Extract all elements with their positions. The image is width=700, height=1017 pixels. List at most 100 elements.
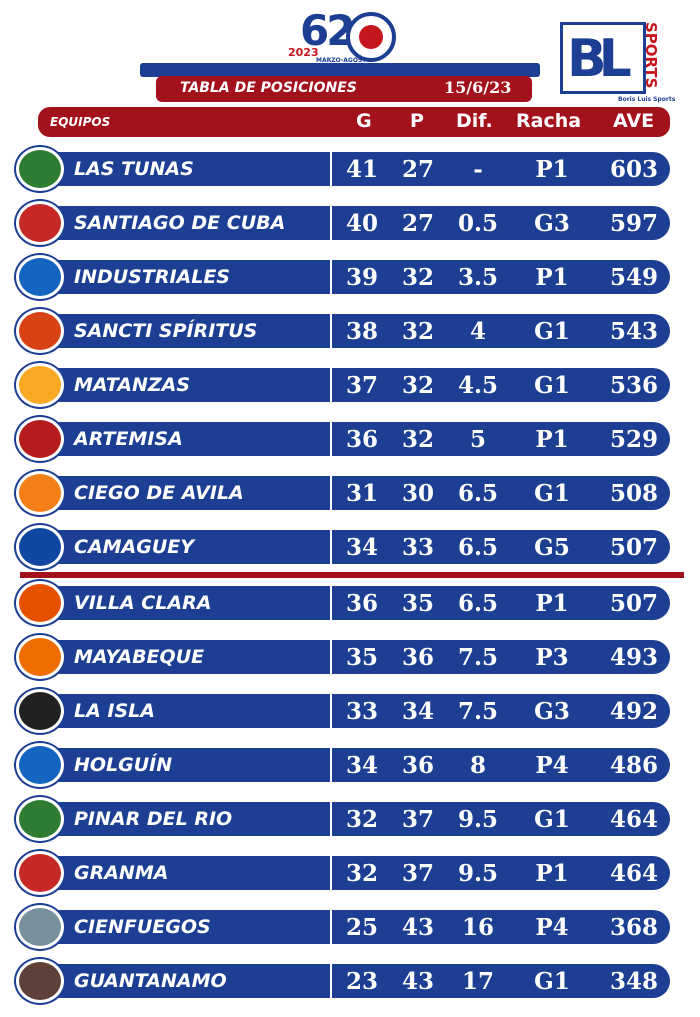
average-cell: 507 (609, 534, 658, 561)
row-bar (40, 964, 330, 998)
streak-cell: G1 (534, 318, 570, 345)
wins-cell: 34 (345, 752, 378, 779)
row-stats-bar (332, 910, 670, 944)
team-name: INDUSTRIALES (74, 266, 230, 288)
wins-cell: 38 (345, 318, 378, 345)
games-behind-cell: 3.5 (457, 264, 498, 291)
row-bar (40, 530, 330, 564)
row-stats-bar (332, 260, 670, 294)
streak-cell: P4 (535, 752, 569, 779)
brand-letters: BL (567, 29, 632, 89)
wins-cell: 32 (345, 806, 378, 833)
row-stats-bar (332, 206, 670, 240)
wins-cell: 31 (345, 480, 378, 507)
table-row: LAS TUNAS 41 27 - P1 603 (0, 144, 700, 194)
games-behind-cell: 7.5 (457, 698, 498, 725)
wins-cell: 35 (345, 644, 378, 671)
table-row: CIEGO DE AVILA 31 30 6.5 G1 508 (0, 468, 700, 518)
row-bar (40, 368, 330, 402)
table-row: ARTEMISA 36 32 5 P1 529 (0, 414, 700, 464)
games-behind-cell: 6.5 (457, 480, 498, 507)
row-bar (40, 640, 330, 674)
row-stats-bar (332, 368, 670, 402)
i-emblem-icon (16, 255, 64, 299)
table-row: SANTIAGO DE CUBA 40 27 0.5 G3 597 (0, 198, 700, 248)
indian-emblem-icon (16, 959, 64, 1003)
losses-cell: 35 (401, 590, 434, 617)
row-bar (40, 856, 330, 890)
losses-cell: 36 (401, 644, 434, 671)
table-row: MAYABEQUE 35 36 7.5 P3 493 (0, 632, 700, 682)
row-bar (40, 152, 330, 186)
col-ave: AVE (613, 110, 655, 132)
team-name: LA ISLA (74, 700, 155, 722)
streak-cell: P1 (535, 264, 569, 291)
logo-year: 2023 (288, 46, 319, 59)
team-name: SANTIAGO DE CUBA (74, 212, 286, 234)
pr-emblem-icon (16, 797, 64, 841)
team-name: GUANTANAMO (74, 970, 227, 992)
team-name: CAMAGUEY (74, 536, 195, 558)
team-name: HOLGUÍN (74, 754, 173, 776)
streak-cell: P1 (535, 426, 569, 453)
games-behind-cell: 0.5 (457, 210, 498, 237)
vc-emblem-icon (16, 581, 64, 625)
playoff-divider (20, 572, 684, 578)
tiger-emblem-icon (16, 471, 64, 515)
streak-cell: G3 (534, 698, 570, 725)
losses-cell: 33 (401, 534, 434, 561)
losses-cell: 37 (401, 806, 434, 833)
average-cell: 464 (609, 860, 658, 887)
col-g: G (356, 110, 372, 132)
average-cell: 493 (609, 644, 658, 671)
row-bar (40, 260, 330, 294)
average-cell: 348 (609, 968, 658, 995)
col-team: EQUIPOS (50, 115, 111, 129)
row-stats-bar (332, 640, 670, 674)
table-row: INDUSTRIALES 39 32 3.5 P1 549 (0, 252, 700, 302)
row-stats-bar (332, 530, 670, 564)
average-cell: 368 (609, 914, 658, 941)
team-name: CIENFUEGOS (74, 916, 211, 938)
h-emblem-icon (16, 743, 64, 787)
table-row: SANCTI SPÍRITUS 38 32 4 G1 543 (0, 306, 700, 356)
wins-cell: 34 (345, 534, 378, 561)
losses-cell: 36 (401, 752, 434, 779)
streak-cell: P4 (535, 914, 569, 941)
row-bar (40, 206, 330, 240)
losses-cell: 32 (401, 426, 434, 453)
games-behind-cell: 8 (469, 752, 486, 779)
brand-logo: BL SPORTS Boris Luis Sports (560, 22, 675, 104)
team-name: MATANZAS (74, 374, 191, 396)
row-bar (40, 422, 330, 456)
games-behind-cell: 7.5 (457, 644, 498, 671)
losses-cell: 37 (401, 860, 434, 887)
row-bar (40, 910, 330, 944)
wins-cell: 33 (345, 698, 378, 725)
table-row: LA ISLA 33 34 7.5 G3 492 (0, 686, 700, 736)
row-stats-bar (332, 694, 670, 728)
games-behind-cell: 9.5 (457, 806, 498, 833)
games-behind-cell: 4.5 (457, 372, 498, 399)
streak-cell: P1 (535, 860, 569, 887)
losses-cell: 43 (401, 914, 434, 941)
row-stats-bar (332, 422, 670, 456)
row-stats-bar (332, 314, 670, 348)
average-cell: 549 (609, 264, 658, 291)
average-cell: 597 (609, 210, 658, 237)
brand-box: BL (560, 22, 646, 94)
c-emblem-icon (16, 525, 64, 569)
pirate-emblem-icon (16, 689, 64, 733)
streak-cell: P1 (535, 156, 569, 183)
average-cell: 508 (609, 480, 658, 507)
national-series-seal-icon (346, 12, 396, 62)
average-cell: 543 (609, 318, 658, 345)
team-name: MAYABEQUE (74, 646, 205, 668)
wins-cell: 37 (345, 372, 378, 399)
table-row: GUANTANAMO 23 43 17 G1 348 (0, 956, 700, 1006)
team-name: PINAR DEL RIO (74, 808, 233, 830)
games-behind-cell: - (473, 156, 483, 183)
losses-cell: 34 (401, 698, 434, 725)
streak-cell: G1 (534, 806, 570, 833)
boat-emblem-icon (16, 851, 64, 895)
